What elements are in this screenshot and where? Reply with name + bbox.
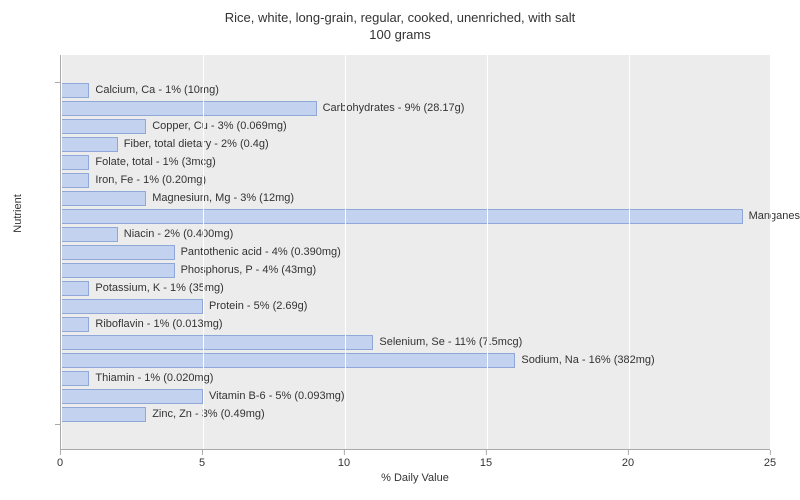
bar-row: Carbohydrates - 9% (28.17g) <box>61 100 770 118</box>
gridline <box>61 55 62 449</box>
bar-label: Calcium, Ca - 1% (10mg) <box>95 83 218 98</box>
bar-label: Copper, Cu - 3% (0.069mg) <box>152 119 287 134</box>
chart-title: Rice, white, long-grain, regular, cooked… <box>0 0 800 44</box>
bar-row: Fiber, total dietary - 2% (0.4g) <box>61 136 770 154</box>
bar-row: Pantothenic acid - 4% (0.390mg) <box>61 244 770 262</box>
bar <box>61 83 89 98</box>
bar <box>61 101 317 116</box>
bar <box>61 227 118 242</box>
bar-row: Selenium, Se - 11% (7.5mcg) <box>61 334 770 352</box>
y-axis-label: Nutrient <box>12 194 24 233</box>
title-line-2: 100 grams <box>0 27 800 44</box>
bar <box>61 209 743 224</box>
bar-row: Thiamin - 1% (0.020mg) <box>61 370 770 388</box>
gridline <box>487 55 488 449</box>
bar-row: Phosphorus, P - 4% (43mg) <box>61 262 770 280</box>
bar-row: Riboflavin - 1% (0.013mg) <box>61 316 770 334</box>
bar-label: Iron, Fe - 1% (0.20mg) <box>95 173 206 188</box>
x-axis-label: % Daily Value <box>60 472 770 484</box>
bar <box>61 353 515 368</box>
gridline <box>629 55 630 449</box>
x-axis: 2520151050 % Daily Value <box>60 450 770 480</box>
x-tick: 0 <box>57 450 63 469</box>
bar <box>61 245 175 260</box>
bar <box>61 119 146 134</box>
x-tick-label: 5 <box>199 457 205 469</box>
bar <box>61 281 89 296</box>
bar-row: Calcium, Ca - 1% (10mg) <box>61 82 770 100</box>
gridline <box>345 55 346 449</box>
x-tick-label: 20 <box>622 457 634 469</box>
bar-row: Protein - 5% (2.69g) <box>61 298 770 316</box>
plot-area: Calcium, Ca - 1% (10mg) Carbohydrates - 9… <box>60 55 770 450</box>
nutrient-chart: Rice, white, long-grain, regular, cooked… <box>0 0 800 500</box>
bar-label: Protein - 5% (2.69g) <box>209 299 307 314</box>
bar <box>61 263 175 278</box>
gridline <box>203 55 204 449</box>
bar-row: Potassium, K - 1% (35mg) <box>61 280 770 298</box>
x-tick-label: 15 <box>480 457 492 469</box>
bar-label: Zinc, Zn - 3% (0.49mg) <box>152 407 264 422</box>
x-tick-label: 0 <box>57 457 63 469</box>
y-tick <box>55 82 61 83</box>
x-tick: 5 <box>199 450 205 469</box>
bar-label: Pantothenic acid - 4% (0.390mg) <box>181 245 341 260</box>
title-line-1: Rice, white, long-grain, regular, cooked… <box>0 10 800 27</box>
bar-row: Zinc, Zn - 3% (0.49mg) <box>61 406 770 424</box>
bar <box>61 389 203 404</box>
bar-label: Magnesium, Mg - 3% (12mg) <box>152 191 294 206</box>
bar-row: Sodium, Na - 16% (382mg) <box>61 352 770 370</box>
bar <box>61 191 146 206</box>
bar-label: Folate, total - 1% (3mcg) <box>95 155 215 170</box>
gridline <box>771 55 772 449</box>
bar <box>61 173 89 188</box>
bar <box>61 317 89 332</box>
bar-row: Folate, total - 1% (3mcg) <box>61 154 770 172</box>
bar <box>61 137 118 152</box>
bar-label: Phosphorus, P - 4% (43mg) <box>181 263 317 278</box>
bar-label: Sodium, Na - 16% (382mg) <box>521 353 654 368</box>
x-tick: 10 <box>338 450 350 469</box>
bar-label: Manganese, Mn - 24% (0.472mg) <box>749 209 800 224</box>
bar <box>61 155 89 170</box>
bar-label: Thiamin - 1% (0.020mg) <box>95 371 213 386</box>
y-tick <box>55 424 61 425</box>
bar-row: Copper, Cu - 3% (0.069mg) <box>61 118 770 136</box>
x-tick: 20 <box>622 450 634 469</box>
bar-label: Vitamin B-6 - 5% (0.093mg) <box>209 389 345 404</box>
x-tick: 25 <box>764 450 776 469</box>
bar-row: Manganese, Mn - 24% (0.472mg) <box>61 208 770 226</box>
bar-row: Magnesium, Mg - 3% (12mg) <box>61 190 770 208</box>
bars-container: Calcium, Ca - 1% (10mg) Carbohydrates - 9… <box>61 55 770 449</box>
bar-row: Niacin - 2% (0.400mg) <box>61 226 770 244</box>
x-tick-label: 25 <box>764 457 776 469</box>
x-tick-label: 10 <box>338 457 350 469</box>
bar <box>61 371 89 386</box>
bar <box>61 335 373 350</box>
bar-label: Carbohydrates - 9% (28.17g) <box>323 101 465 116</box>
bar <box>61 299 203 314</box>
bar-label: Potassium, K - 1% (35mg) <box>95 281 223 296</box>
x-tick: 15 <box>480 450 492 469</box>
bar <box>61 407 146 422</box>
bar-label: Niacin - 2% (0.400mg) <box>124 227 233 242</box>
bar-label: Selenium, Se - 11% (7.5mcg) <box>379 335 522 350</box>
bar-row: Iron, Fe - 1% (0.20mg) <box>61 172 770 190</box>
bar-row: Vitamin B-6 - 5% (0.093mg) <box>61 388 770 406</box>
bar-label: Fiber, total dietary - 2% (0.4g) <box>124 137 269 152</box>
